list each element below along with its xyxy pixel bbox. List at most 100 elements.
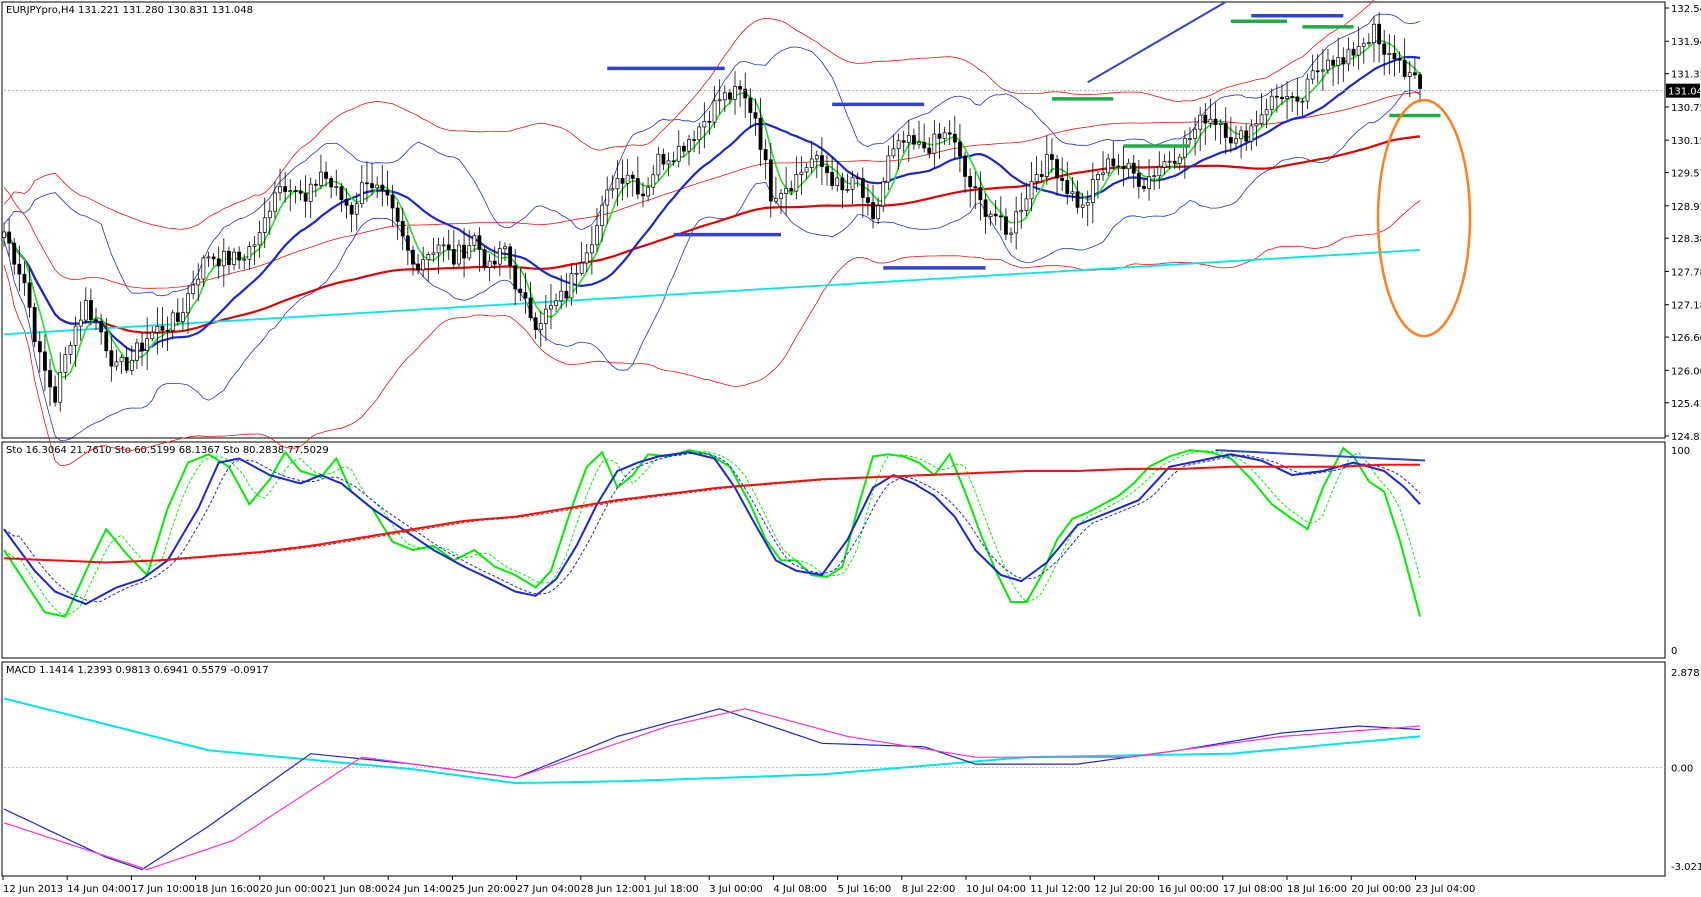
candle-body xyxy=(871,202,875,220)
candle-body xyxy=(1152,175,1157,178)
candle-body xyxy=(728,92,732,100)
candle-body xyxy=(1126,162,1131,170)
time-tick-label: 28 Jun 12:00 xyxy=(581,884,645,895)
candle-body xyxy=(682,145,686,152)
candle-body xyxy=(216,258,221,267)
candle-body xyxy=(1239,130,1244,140)
candle-body xyxy=(692,139,697,141)
candle-body xyxy=(620,178,625,184)
time-tick-label: 8 Jul 22:00 xyxy=(902,884,956,895)
candle-body xyxy=(119,357,124,363)
candle-body xyxy=(17,263,22,275)
envelope-lower-line xyxy=(3,200,1421,466)
candle-body xyxy=(1004,216,1008,235)
candle-body xyxy=(232,251,236,265)
candle-body xyxy=(145,338,150,351)
candle-body xyxy=(94,319,98,322)
candle-body xyxy=(738,86,743,90)
macd-panel[interactable] xyxy=(1,661,1666,877)
candle-body xyxy=(697,126,702,141)
candle-body xyxy=(666,160,671,165)
candle-body xyxy=(1101,172,1105,175)
candle-body xyxy=(124,357,129,371)
divergence-line xyxy=(1215,449,1426,462)
candle-body xyxy=(584,252,589,264)
time-tick-label: 23 Jul 04:00 xyxy=(1415,884,1475,895)
candle-body xyxy=(308,183,313,202)
candle-body xyxy=(855,177,860,180)
candle-body xyxy=(881,181,886,207)
candle-body xyxy=(804,167,809,173)
candle-body xyxy=(1034,174,1039,182)
candle-body xyxy=(273,192,277,212)
candle-body xyxy=(298,190,303,194)
candle-body xyxy=(1106,158,1111,174)
candle-body xyxy=(211,256,216,260)
candle-body xyxy=(472,235,477,246)
candle-body xyxy=(288,190,293,193)
time-tick-label: 4 Jul 08:00 xyxy=(773,884,827,895)
price-tick-label: 130.755 xyxy=(1671,103,1701,114)
trend-line xyxy=(1087,1,1227,84)
price-tick-label: 125.415 xyxy=(1671,399,1701,410)
candle-body xyxy=(958,141,962,157)
candle-body xyxy=(605,189,610,206)
candle-body xyxy=(712,100,717,123)
candle-body xyxy=(1218,122,1223,125)
candle-body xyxy=(267,210,272,219)
candle-body xyxy=(763,149,768,161)
candle-body xyxy=(303,192,308,202)
candle-body xyxy=(820,155,824,167)
candle-body xyxy=(129,359,134,371)
candle-body xyxy=(400,221,405,237)
candle-body xyxy=(1264,109,1269,116)
candle-body xyxy=(564,290,569,299)
candle-body xyxy=(1203,114,1208,124)
candle-body xyxy=(1172,160,1177,164)
candle-body xyxy=(896,140,901,150)
candle-body xyxy=(181,312,185,322)
candle-body xyxy=(1295,96,1300,102)
stochastic-panel[interactable] xyxy=(1,441,1666,659)
candle-body xyxy=(671,160,676,163)
price-tick-label: 130.155 xyxy=(1671,136,1701,147)
candle-body xyxy=(1075,191,1080,208)
candle-body xyxy=(1274,95,1279,98)
candle-body xyxy=(917,141,921,145)
candle-body xyxy=(922,141,927,149)
candle-body xyxy=(7,231,12,244)
candle-body xyxy=(1280,96,1284,99)
candle-body xyxy=(1044,154,1049,177)
candle-body xyxy=(1065,180,1070,194)
candle-body xyxy=(748,97,753,113)
candle-body xyxy=(1029,181,1034,200)
candle-body xyxy=(221,250,226,267)
candle-body xyxy=(457,244,461,265)
macd-tick-label: -3.0219 xyxy=(1671,862,1701,873)
candle-body xyxy=(451,249,456,265)
candle-body xyxy=(1315,70,1320,73)
macd-line xyxy=(3,697,1421,785)
candle-body xyxy=(497,248,502,265)
time-tick-label: 25 Jun 20:00 xyxy=(452,884,516,895)
candle-body xyxy=(891,148,896,157)
candle-body xyxy=(1039,174,1044,177)
candle-body xyxy=(73,325,78,346)
candle-body xyxy=(1310,70,1315,80)
candle-body xyxy=(702,120,707,128)
candle-body xyxy=(1341,57,1346,65)
candle-body xyxy=(1188,138,1192,140)
candle-body xyxy=(48,370,52,388)
candle-body xyxy=(1024,198,1029,211)
envelope-upper-line xyxy=(3,0,1375,230)
candle-body xyxy=(968,176,973,188)
candle-body xyxy=(170,312,175,331)
candle-body xyxy=(160,326,165,331)
price-panel[interactable] xyxy=(1,1,1666,439)
candle-body xyxy=(1131,162,1136,174)
candle-body xyxy=(646,186,651,197)
candle-body xyxy=(993,213,998,217)
candle-body xyxy=(1096,174,1100,180)
candle-body xyxy=(978,187,983,201)
